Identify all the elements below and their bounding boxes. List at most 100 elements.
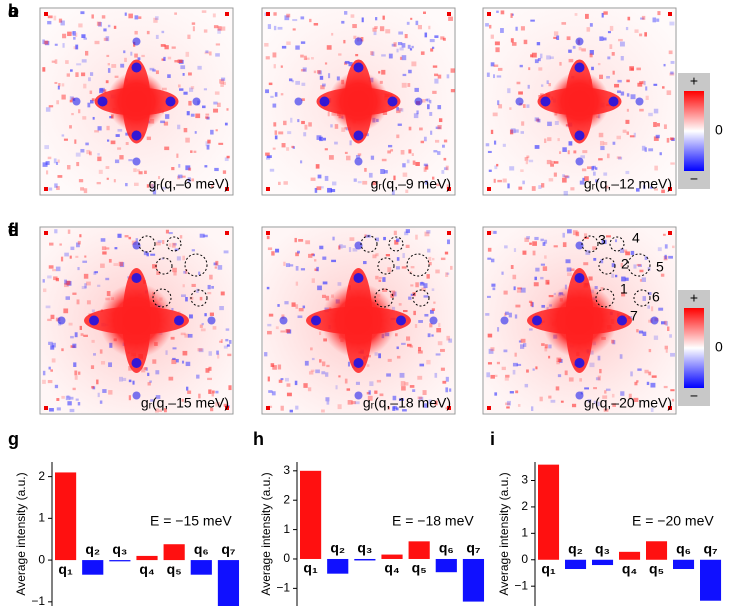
map-speckle	[317, 174, 322, 179]
map-speckle	[490, 129, 494, 135]
y-tick-label: −1	[276, 581, 290, 595]
map-speckle	[70, 335, 74, 339]
map-speckle	[305, 240, 311, 245]
map-speckle	[187, 333, 193, 338]
map-speckle	[198, 271, 201, 276]
map-speckle	[128, 236, 132, 240]
map-speckle	[393, 42, 397, 47]
map-speckle	[122, 377, 127, 382]
map-speckle	[42, 370, 46, 376]
map-speckle	[437, 124, 442, 130]
map-speckle	[214, 266, 218, 269]
map-speckle	[620, 91, 625, 96]
map-speckle	[224, 122, 228, 126]
map-speckle	[603, 11, 608, 15]
map-speckle	[412, 389, 416, 392]
map-corner	[447, 12, 451, 16]
map-speckle	[505, 374, 510, 378]
map-speckle	[295, 252, 299, 257]
map-speckle	[425, 180, 428, 185]
map-blue-spot	[354, 241, 363, 250]
map-speckle	[346, 155, 351, 161]
circle-number: 5	[656, 259, 664, 275]
map-speckle	[283, 181, 288, 185]
map-speckle	[185, 361, 191, 367]
map-speckle	[428, 25, 431, 30]
map-speckle	[504, 377, 509, 381]
map-speckle	[137, 57, 141, 61]
map-speckle	[78, 109, 81, 114]
map-speckle	[432, 65, 438, 68]
map-speckle	[146, 136, 152, 141]
map-blue-spot	[174, 315, 184, 326]
map-speckle	[177, 175, 181, 180]
map-speckle	[618, 38, 623, 42]
map-speckle	[598, 158, 603, 161]
map-speckle	[56, 186, 60, 191]
map-speckle	[523, 343, 527, 347]
map-speckle	[85, 50, 89, 56]
map-speckle	[374, 390, 378, 394]
map-speckle	[533, 282, 539, 287]
map-speckle	[106, 54, 110, 58]
map-speckle	[597, 63, 601, 66]
map-speckle	[600, 259, 604, 264]
map-speckle	[526, 236, 530, 240]
map-speckle	[661, 189, 665, 194]
map-speckle	[50, 314, 55, 320]
map-speckle	[347, 361, 351, 367]
map-blue-spot	[575, 157, 584, 166]
map-speckle	[74, 370, 78, 376]
map-speckle	[642, 331, 647, 336]
map-speckle	[205, 368, 210, 373]
map-speckle	[423, 283, 428, 289]
map-speckle	[426, 230, 431, 234]
map-speckle	[63, 138, 68, 141]
map-speckle	[487, 150, 492, 154]
map-speckle	[411, 45, 414, 49]
map-speckle	[401, 82, 407, 88]
map-speckle	[639, 279, 642, 282]
x-tick-label: q₂	[568, 540, 583, 556]
panel-caption: gᵣ(q,–20 meV)	[584, 395, 672, 411]
map-speckle	[349, 140, 352, 146]
map-speckle	[660, 273, 665, 277]
map-speckle	[182, 255, 186, 261]
map-speckle	[198, 348, 204, 353]
map-speckle	[591, 166, 595, 171]
map-speckle	[300, 160, 303, 164]
map-speckle	[322, 256, 327, 260]
map-speckle	[65, 280, 71, 285]
map-speckle	[396, 238, 400, 242]
map-speckle	[388, 144, 393, 148]
map-speckle	[605, 235, 611, 238]
map-speckle	[338, 375, 341, 378]
map-speckle	[512, 274, 517, 280]
map-speckle	[604, 390, 607, 394]
map-speckle	[280, 93, 284, 96]
map-speckle	[571, 403, 577, 408]
map-speckle	[179, 235, 183, 239]
map-speckle	[54, 384, 59, 389]
map-speckle	[277, 364, 282, 370]
map-speckle	[82, 260, 88, 263]
map-speckle	[653, 83, 658, 86]
map-speckle	[327, 111, 330, 117]
map-speckle	[417, 375, 423, 380]
bar	[217, 560, 240, 606]
map-speckle	[47, 379, 53, 384]
map-blue-spot	[132, 241, 141, 250]
map-speckle	[42, 279, 45, 283]
map-speckle	[319, 359, 322, 363]
map-speckle	[429, 323, 433, 328]
map-speckle	[553, 161, 559, 164]
y-tick-label: −1	[514, 578, 528, 592]
map-speckle	[321, 371, 326, 375]
map-speckle	[664, 254, 667, 260]
map-speckle	[143, 251, 148, 256]
map-speckle	[598, 132, 604, 138]
map-speckle	[495, 47, 500, 53]
map-speckle	[625, 251, 630, 256]
map-speckle	[185, 165, 191, 171]
map-speckle	[78, 371, 81, 375]
